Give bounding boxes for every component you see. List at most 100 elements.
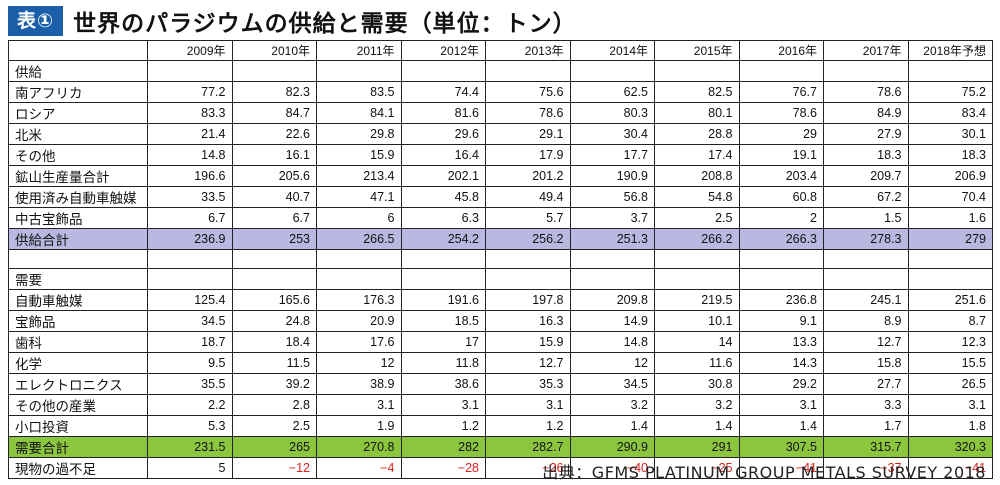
- table-cell: [907, 248, 993, 269]
- table-cell: 256.2: [485, 227, 571, 250]
- table-cell: 83.3: [147, 101, 233, 124]
- table-cell: [907, 268, 993, 290]
- header-corner: [8, 40, 148, 61]
- row-label: その他: [8, 143, 148, 166]
- column-header: 2009年: [147, 40, 233, 61]
- section-header-row: 需要: [8, 268, 993, 290]
- table-cell: 236.9: [147, 227, 233, 250]
- table-cell: 18.5: [400, 310, 486, 332]
- table-cell: 12: [316, 352, 402, 374]
- table-cell: 17.9: [485, 143, 571, 166]
- table-cell: 209.7: [823, 164, 909, 187]
- table-cell: 1.8: [907, 415, 993, 437]
- table-cell: 78.6: [738, 101, 824, 124]
- table-cell: [316, 59, 402, 82]
- table-cell: 251.6: [907, 289, 993, 311]
- table-cell: 3.2: [569, 394, 655, 416]
- table-cell: −25: [654, 457, 740, 479]
- table-row: 小口投資 5.3 2.5 1.9 1.2 1.2 1.4 1.4 1.4 1.7 1.8: [8, 415, 993, 437]
- table-cell: 307.5: [738, 436, 824, 458]
- table-cell: 125.4: [147, 289, 233, 311]
- table-cell: 3.1: [907, 394, 993, 416]
- table-cell: 231.5: [147, 436, 233, 458]
- table-cell: 17.6: [316, 331, 402, 353]
- table-cell: [738, 59, 824, 82]
- column-header: 2017年: [823, 40, 909, 61]
- table-cell: [907, 59, 993, 82]
- table-cell: 21.4: [147, 122, 233, 145]
- table-cell: 12.3: [907, 331, 993, 353]
- table-cell: 11.6: [654, 352, 740, 374]
- table-cell: 27.9: [823, 122, 909, 145]
- table-cell: 290.9: [569, 436, 655, 458]
- table-cell: 282: [400, 436, 486, 458]
- column-header: 2012年: [400, 40, 486, 61]
- table-cell: 165.6: [231, 289, 317, 311]
- table-cell: 236.8: [738, 289, 824, 311]
- table-cell: 29: [738, 122, 824, 145]
- table-cell: 80.3: [569, 101, 655, 124]
- table-cell: 270.8: [316, 436, 402, 458]
- table-cell: 291: [654, 436, 740, 458]
- table-cell: 1.4: [569, 415, 655, 437]
- table-cell: 19.1: [738, 143, 824, 166]
- table-cell: 10.1: [654, 310, 740, 332]
- table-cell: 16.4: [400, 143, 486, 166]
- table-cell: [569, 268, 655, 290]
- table-cell: [147, 248, 233, 269]
- table-cell: 201.2: [485, 164, 571, 187]
- page-title: 世界のパラジウムの供給と需要（単位：トン）: [73, 11, 577, 37]
- table-cell: 75.2: [907, 80, 993, 103]
- table-cell: 5: [147, 457, 233, 479]
- table-row: その他 14.8 16.1 15.9 16.4 17.9 17.7 17.4 19.1 18.3 1…: [8, 143, 993, 166]
- table-cell: 2.5: [654, 206, 740, 229]
- table-cell: 18.3: [823, 143, 909, 166]
- table-cell: 35.3: [485, 373, 571, 395]
- table-cell: 6.7: [231, 206, 317, 229]
- table-cell: 9.5: [147, 352, 233, 374]
- table-cell: 82.3: [231, 80, 317, 103]
- table-cell: [485, 59, 571, 82]
- table-cell: 190.9: [569, 164, 655, 187]
- table-cell: 84.1: [316, 101, 402, 124]
- table-cell: 1.5: [823, 206, 909, 229]
- table-cell: 17: [400, 331, 486, 353]
- table-cell: 77.2: [147, 80, 233, 103]
- table-cell: 70.4: [907, 185, 993, 208]
- row-label: 供給合計: [8, 227, 148, 250]
- table-cell: 40.7: [231, 185, 317, 208]
- supply-total-row: 供給合計 236.9 253 266.5 254.2 256.2 251.3 266.2 266…: [8, 227, 993, 250]
- table-cell: 1.2: [400, 415, 486, 437]
- table-cell: 206.9: [907, 164, 993, 187]
- table-cell: 205.6: [231, 164, 317, 187]
- table-cell: 209.8: [569, 289, 655, 311]
- table-row: 化学 9.5 11.5 12 11.8 12.7 12 11.6 14.3 15.8 15.5: [8, 352, 993, 374]
- table-cell: [485, 248, 571, 269]
- table-cell: 253: [231, 227, 317, 250]
- table-cell: 84.7: [231, 101, 317, 124]
- row-label: 北米: [8, 122, 148, 145]
- row-label: 化学: [8, 352, 148, 374]
- table-cell: 18.7: [147, 331, 233, 353]
- table-cell: 2.8: [231, 394, 317, 416]
- table-cell: 38.6: [400, 373, 486, 395]
- table-cell: 75.6: [485, 80, 571, 103]
- table-cell: 245.1: [823, 289, 909, 311]
- table-cell: 5.7: [485, 206, 571, 229]
- table-cell: 191.6: [400, 289, 486, 311]
- table-cell: −28: [400, 457, 486, 479]
- row-label: 南アフリカ: [8, 80, 148, 103]
- row-label: 鉱山生産量合計: [8, 164, 148, 187]
- table-cell: 3.1: [485, 394, 571, 416]
- table-cell: [147, 59, 233, 82]
- table-cell: 45.8: [400, 185, 486, 208]
- row-label: その他の産業: [8, 394, 148, 416]
- table-cell: 15.9: [485, 331, 571, 353]
- table-row: 自動車触媒 125.4 165.6 176.3 191.6 197.8 209.8 219.5…: [8, 289, 993, 311]
- table-cell: 6.7: [147, 206, 233, 229]
- table-cell: 34.5: [569, 373, 655, 395]
- table-cell: [316, 248, 402, 269]
- table-cell: 208.8: [654, 164, 740, 187]
- section-header-row: 供給: [8, 59, 993, 82]
- table-cell: [231, 268, 317, 290]
